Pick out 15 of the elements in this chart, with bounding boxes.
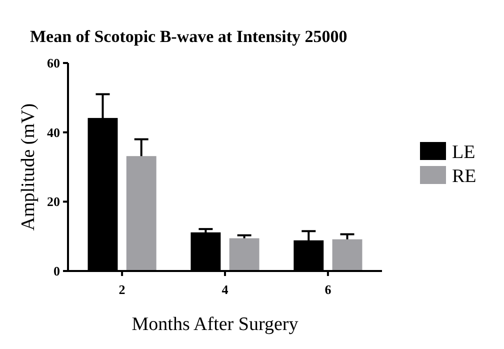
legend-label: LE [452,142,476,163]
y-tick-label: 0 [54,264,60,278]
y-tick-label: 20 [47,194,60,210]
bar [126,156,156,272]
bar [229,238,260,272]
x-tick-label: 2 [118,282,126,297]
y-tick-label: 40 [47,124,60,140]
bar [332,239,362,272]
y-tick-label: 60 [47,56,60,70]
x-tick-label: 6 [324,282,332,297]
chart-title: Mean of Scotopic B-wave at Intensity 25000 [30,27,348,46]
x-tick-label: 4 [222,282,229,297]
y-axis-title: Amplitude (mV) [18,103,39,231]
legend-label: RE [452,166,476,187]
x-axis-title: Months After Surgery [132,314,299,335]
